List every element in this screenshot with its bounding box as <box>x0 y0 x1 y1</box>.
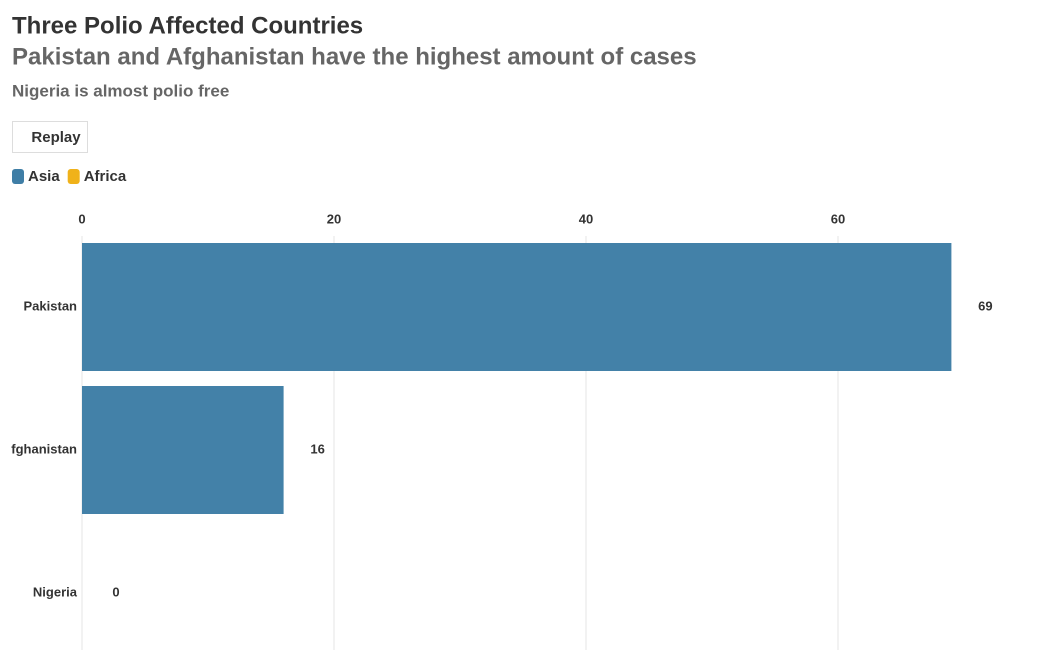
y-tick-label: fghanistan <box>11 441 77 456</box>
x-tick-label: 40 <box>579 211 593 226</box>
chart-note: Nigeria is almost polio free <box>12 81 229 100</box>
legend-swatch <box>67 169 80 184</box>
replay-button[interactable]: Replay <box>12 121 88 153</box>
chart-subtitle: Pakistan and Afghanistan have the highes… <box>12 43 697 70</box>
data-label: 0 <box>112 584 119 599</box>
chart-title: Three Polio Affected Countries <box>12 12 363 39</box>
bar <box>82 243 952 371</box>
y-tick-label: Nigeria <box>33 584 78 599</box>
legend-label: Asia <box>28 168 60 185</box>
x-tick-label: 20 <box>327 211 341 226</box>
data-label: 69 <box>978 298 992 313</box>
legend-swatch <box>12 169 24 184</box>
x-tick-label: 60 <box>831 211 845 226</box>
button-label[interactable]: Replay <box>31 129 81 146</box>
bar <box>82 386 284 514</box>
button-box[interactable] <box>12 121 88 153</box>
x-tick-label: 0 <box>78 211 85 226</box>
data-label: 16 <box>310 441 324 456</box>
legend-label: Africa <box>84 168 127 185</box>
y-tick-label: Pakistan <box>24 298 78 313</box>
